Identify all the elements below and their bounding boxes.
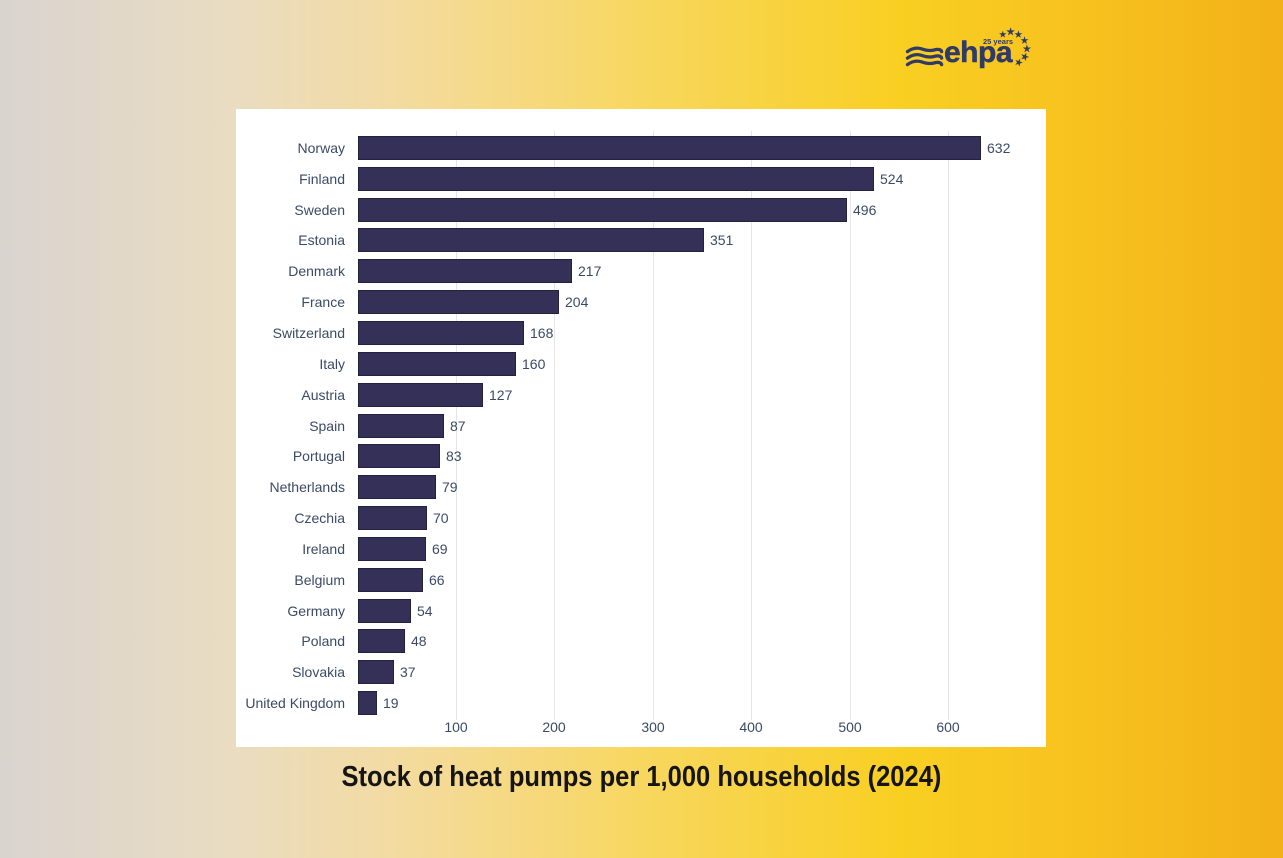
svg-text:ehpa: ehpa [944,36,1013,69]
svg-text:25 years: 25 years [983,37,1013,46]
